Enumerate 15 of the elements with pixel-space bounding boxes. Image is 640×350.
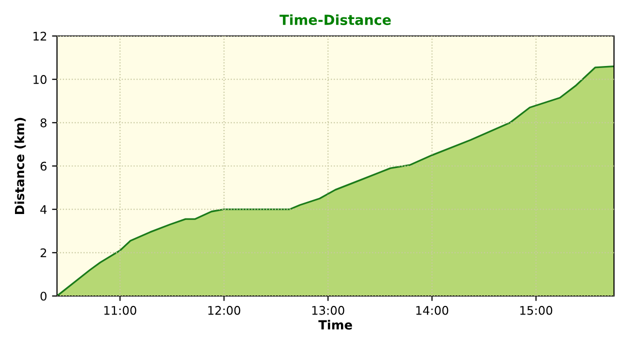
y-tick-label: 0 — [40, 292, 46, 301]
x-tick-label: 14:00 — [416, 306, 448, 315]
y-axis-title: Distance (km) — [14, 118, 26, 214]
x-tick-label: 12:00 — [208, 306, 240, 315]
x-tick-label: 11:00 — [104, 306, 136, 315]
y-tick-label: 12 — [34, 32, 46, 40]
y-tick-label: 4 — [40, 205, 47, 214]
chart-title: Time-Distance — [280, 14, 391, 26]
y-tick-label: 2 — [40, 248, 46, 258]
x-tick-label: 13:00 — [312, 306, 344, 315]
x-tick-label: 15:00 — [520, 306, 552, 315]
y-tick-label: 8 — [40, 118, 46, 128]
y-tick-label: 10 — [34, 75, 46, 84]
y-tick-label: 6 — [40, 162, 47, 171]
x-axis-title: Time — [318, 320, 352, 330]
